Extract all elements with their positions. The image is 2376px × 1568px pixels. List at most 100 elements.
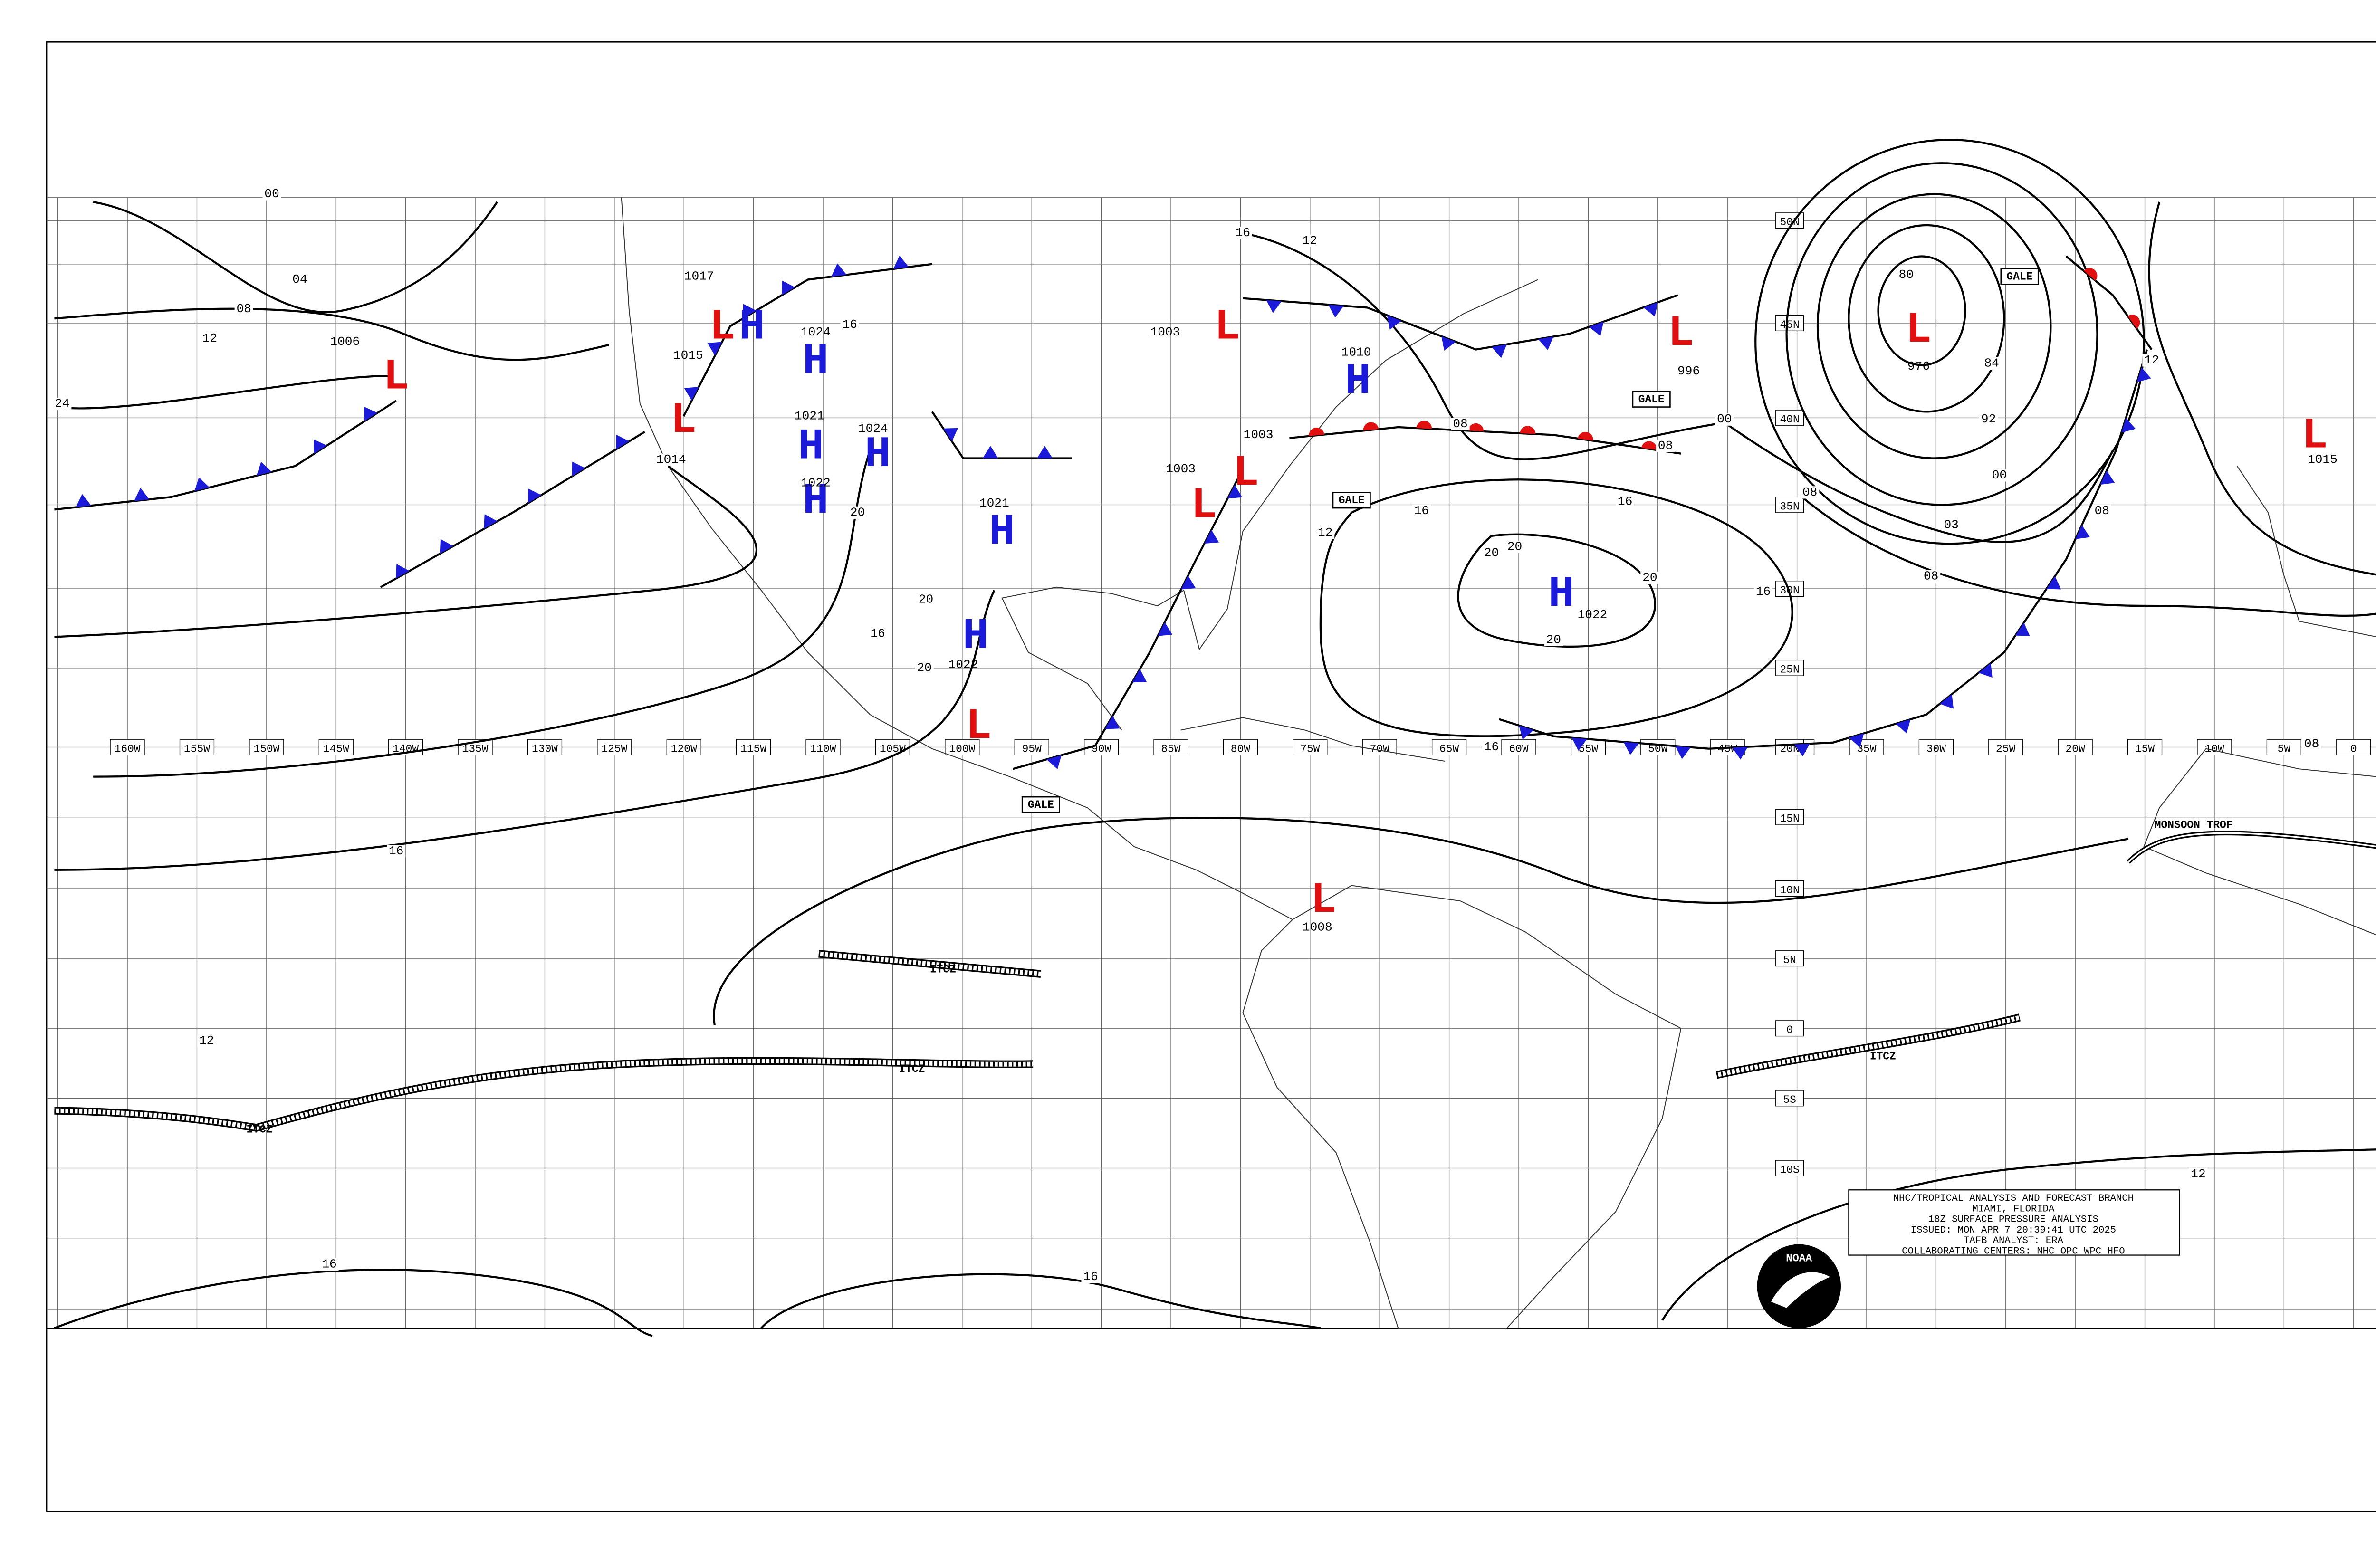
coastline <box>1180 717 1445 762</box>
longitude-box <box>1153 739 1188 755</box>
isobar <box>1661 1148 2376 1321</box>
isobar <box>1319 478 1793 737</box>
cold-front <box>682 263 932 417</box>
pressure-center: H <box>798 422 824 471</box>
latitude-label: 5S <box>1783 1094 1796 1106</box>
isobar-label-bg <box>234 303 253 316</box>
isobar <box>1848 224 2005 413</box>
longitude-box <box>1431 739 1467 755</box>
isobar-label-bg <box>1451 418 1470 430</box>
title-box <box>1848 1189 2180 1256</box>
latitude-box <box>1775 1090 1804 1107</box>
isobar-label: 08 <box>2304 737 2319 751</box>
isobar-label: 00 <box>1717 412 1732 426</box>
feature-label: ITCZ <box>930 964 956 976</box>
isobar-label: 16 <box>1083 1270 1098 1284</box>
isobar-label-bg <box>1801 486 1820 499</box>
warm-front-pip <box>1363 422 1379 431</box>
longitude-label: 115W <box>740 743 766 755</box>
cold-front-pip <box>893 256 909 269</box>
isobar-label-bg <box>387 845 406 858</box>
pressure-center: H <box>865 430 891 479</box>
latitude-label: 15N <box>1780 813 1800 825</box>
title-block: NHC/TROPICAL ANALYSIS AND FORECAST BRANC… <box>1848 1189 2180 1257</box>
title-line: TAFB ANALYST: ERA <box>1964 1235 2064 1246</box>
latitude-box <box>1775 410 1804 426</box>
feature-label: ITCZ <box>1870 1051 1896 1063</box>
isobar-label-bg <box>2302 737 2321 751</box>
isobar-label-bg <box>1640 572 1659 584</box>
isobar-label-bg <box>1316 526 1335 539</box>
isobar-label: 20 <box>1484 545 1499 560</box>
longitude-box <box>1640 739 1676 755</box>
cold-front-pip <box>1675 746 1691 759</box>
isobar-label-bg <box>1656 440 1675 452</box>
isobar-label: 92 <box>1981 412 1996 426</box>
longitude-label: 65W <box>1439 743 1459 755</box>
isobar-label: 80 <box>1899 268 1914 282</box>
isobar-label-bg <box>1081 1271 1100 1283</box>
longitude-label: 155W <box>184 743 210 755</box>
isobar-label: 12 <box>2144 353 2159 367</box>
graticule: 160W 155W 150W 145W 140W 135W 130W 125W 120W 115W… <box>47 197 2376 1329</box>
cold-front-pip <box>396 564 410 579</box>
cold-front-pip <box>1132 669 1147 683</box>
cold-front-pip <box>1204 530 1219 544</box>
isobar-label: 00 <box>1992 468 2007 482</box>
pressure-center: H <box>803 477 829 526</box>
latitude-box <box>1775 809 1804 825</box>
isobar-label-bg <box>262 188 281 201</box>
isobar-label: 12 <box>2191 1167 2205 1181</box>
isobar-label-bg <box>1616 495 1635 508</box>
isobar-label-bg <box>915 661 934 674</box>
cold-front-pip <box>1896 719 1911 734</box>
isobar-label: 12 <box>1302 233 1317 248</box>
pressure-value: 1003 <box>1244 428 1274 442</box>
longitude-box <box>1223 739 1258 755</box>
pressure-value: 996 <box>1677 364 1700 378</box>
longitude-label: 15W <box>2135 743 2155 755</box>
pressure-center: L <box>2302 412 2328 461</box>
longitude-label: 130W <box>532 743 558 755</box>
isobar <box>1242 232 1725 460</box>
isobar <box>1801 496 2376 617</box>
cold-front-pip <box>1441 336 1456 351</box>
noaa-logo: NOAA <box>1757 1244 1841 1329</box>
pressure-value: 1003 <box>1166 462 1196 476</box>
longitude-label: 0 <box>2350 743 2357 755</box>
itcz-hatch <box>54 1058 1034 1130</box>
coastline <box>2236 466 2376 638</box>
cold-front-pip <box>1266 300 1282 313</box>
isobar-label: 08 <box>1658 439 1673 453</box>
pressure-value: 976 <box>1907 359 1930 373</box>
cold-front-pip <box>2015 622 2030 636</box>
isobar-label: 16 <box>322 1257 336 1272</box>
isobar-label-bg <box>320 1258 339 1271</box>
isobar-label: 08 <box>2095 504 2109 518</box>
longitude-label: 90W <box>1092 743 1111 755</box>
isobar-label-bg <box>197 1034 216 1047</box>
longitude-label: 95W <box>1022 743 1042 755</box>
pressure-center: H <box>1548 570 1574 619</box>
isobar <box>713 816 2129 1026</box>
pressure-center: L <box>1233 449 1259 498</box>
latitude-label: 0 <box>1786 1024 1793 1036</box>
isobar <box>1754 139 2145 545</box>
isobar-label: 12 <box>1318 526 1332 540</box>
longitude-label: 85W <box>1161 743 1180 755</box>
isobar <box>54 307 610 361</box>
gale-box <box>1632 391 1671 408</box>
longitude-label: 120W <box>671 743 697 755</box>
pressure-value: 1021 <box>795 409 824 423</box>
title-line: NHC/TROPICAL ANALYSIS AND FORECAST BRANC… <box>1893 1193 2134 1204</box>
longitude-label: 30W <box>1926 743 1946 755</box>
isobar-label: 20 <box>1546 632 1561 647</box>
cold-front-pip <box>2046 576 2061 590</box>
pressure-value: 1010 <box>1341 345 1371 360</box>
isobar <box>54 590 996 871</box>
warm-front-pip <box>1416 421 1432 429</box>
pressure-center: L <box>1906 306 1932 355</box>
cold-front-pip <box>1181 575 1196 590</box>
title-line: 18Z SURFACE PRESSURE ANALYSIS <box>1928 1214 2098 1225</box>
longitude-box <box>597 739 632 755</box>
